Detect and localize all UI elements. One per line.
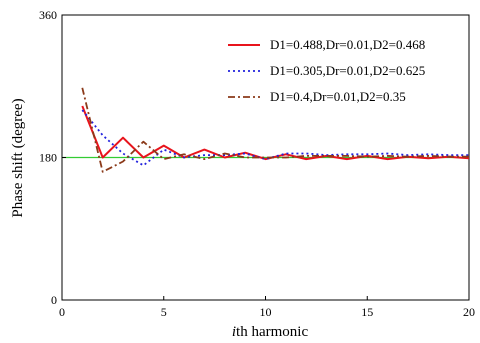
series-layer [81, 87, 470, 173]
x-axis-label: ith harmonic [232, 324, 309, 340]
series-line-1 [81, 105, 470, 161]
legend-label-2: D1=0.305,Dr=0.01,D2=0.625 [270, 63, 425, 78]
x-tick-label: 20 [463, 305, 475, 319]
x-tick-label: 10 [260, 305, 272, 319]
y-tick-label: 360 [39, 8, 57, 22]
tick-layer: 0 5 10 15 20 0 180 360 [39, 8, 475, 319]
x-tick-label: 0 [59, 305, 65, 319]
y-tick-label: 180 [39, 151, 57, 165]
x-tick-label: 15 [361, 305, 373, 319]
y-tick-label: 0 [51, 293, 57, 307]
x-axis-label-prefix: i [232, 324, 236, 340]
x-axis-label-rest: th harmonic [236, 324, 308, 340]
y-axis-label: Phase shift (degree) [10, 98, 26, 217]
legend-label-1: D1=0.488,Dr=0.01,D2=0.468 [270, 37, 425, 52]
x-tick-label: 5 [161, 305, 167, 319]
legend: D1=0.488,Dr=0.01,D2=0.468 D1=0.305,Dr=0.0… [228, 37, 425, 104]
legend-label-3: D1=0.4,Dr=0.01,D2=0.35 [270, 89, 406, 104]
series-line-3 [81, 87, 469, 173]
